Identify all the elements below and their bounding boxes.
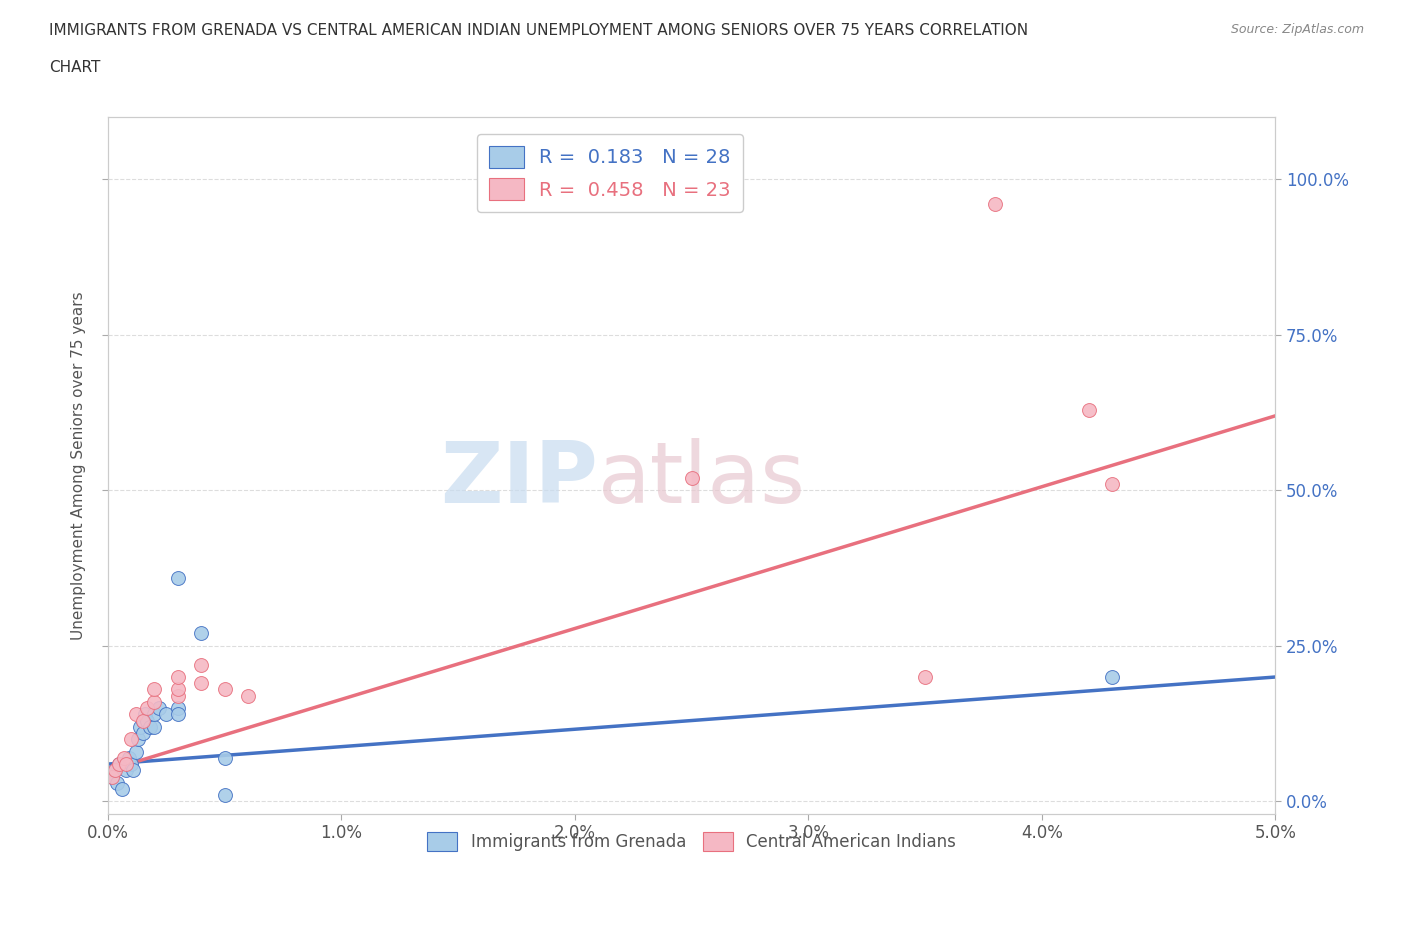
Y-axis label: Unemployment Among Seniors over 75 years: Unemployment Among Seniors over 75 years	[72, 291, 86, 640]
Point	[166, 670, 188, 684]
Text: IMMIGRANTS FROM GRENADA VS CENTRAL AMERICAN INDIAN UNEMPLOYMENT AMONG SENIORS OV: IMMIGRANTS FROM GRENADA VS CENTRAL AMERI…	[49, 23, 1028, 38]
Point	[134, 707, 156, 722]
Point	[115, 757, 138, 772]
Point	[166, 700, 188, 715]
Point	[214, 682, 236, 697]
Text: Source: ZipAtlas.com: Source: ZipAtlas.com	[1230, 23, 1364, 36]
Point	[166, 707, 188, 722]
Point	[1101, 670, 1123, 684]
Point	[1077, 402, 1099, 417]
Legend: Immigrants from Grenada, Central American Indians: Immigrants from Grenada, Central America…	[420, 825, 963, 857]
Point	[112, 751, 135, 765]
Point	[108, 757, 131, 772]
Point	[166, 688, 188, 703]
Point	[120, 732, 142, 747]
Text: ZIP: ZIP	[440, 438, 598, 521]
Point	[139, 719, 162, 734]
Point	[132, 713, 155, 728]
Point	[1101, 477, 1123, 492]
Point	[108, 757, 131, 772]
Point	[122, 763, 145, 777]
Point	[984, 197, 1007, 212]
Point	[148, 700, 170, 715]
Point	[129, 719, 152, 734]
Point	[681, 471, 703, 485]
Point	[166, 570, 188, 585]
Point	[136, 713, 159, 728]
Point	[105, 776, 128, 790]
Point	[190, 626, 212, 641]
Point	[120, 757, 142, 772]
Point	[104, 763, 127, 777]
Point	[125, 707, 148, 722]
Point	[101, 769, 124, 784]
Point	[127, 732, 149, 747]
Text: CHART: CHART	[49, 60, 101, 75]
Point	[214, 751, 236, 765]
Point	[132, 725, 155, 740]
Point	[143, 682, 166, 697]
Point	[155, 707, 177, 722]
Point	[104, 763, 127, 777]
Point	[166, 682, 188, 697]
Point	[190, 658, 212, 672]
Point	[118, 751, 141, 765]
Point	[132, 713, 155, 728]
Point	[214, 788, 236, 803]
Point	[115, 763, 138, 777]
Point	[101, 769, 124, 784]
Point	[190, 676, 212, 691]
Text: atlas: atlas	[598, 438, 806, 521]
Point	[143, 695, 166, 710]
Point	[125, 744, 148, 759]
Point	[136, 700, 159, 715]
Point	[914, 670, 936, 684]
Point	[111, 781, 134, 796]
Point	[143, 707, 166, 722]
Point	[143, 719, 166, 734]
Point	[236, 688, 259, 703]
